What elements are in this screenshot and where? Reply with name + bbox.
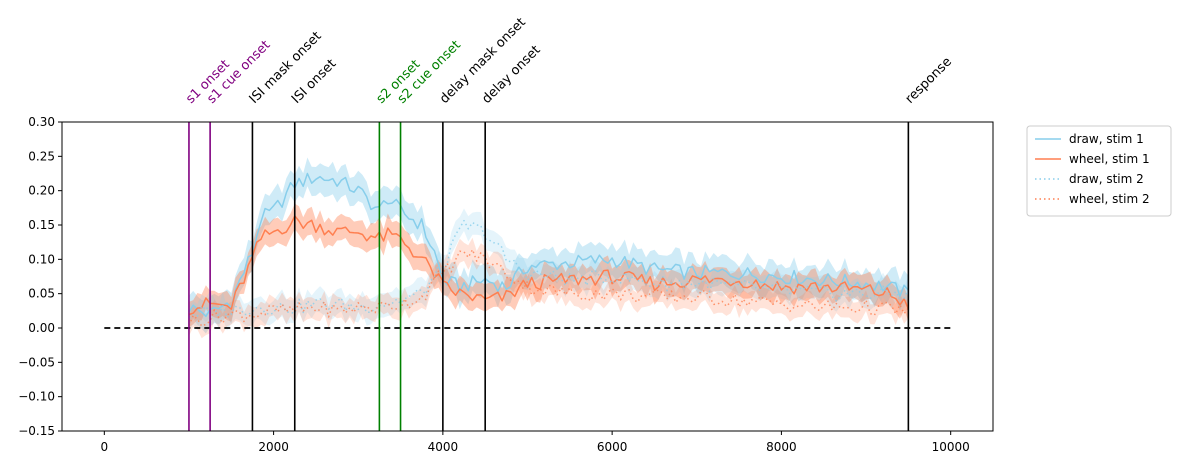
event-label: response xyxy=(903,54,955,106)
x-tick-label: 0 xyxy=(100,440,108,454)
x-tick-label: 10000 xyxy=(932,440,970,454)
event-label: ISI mask onset xyxy=(247,29,325,107)
y-tick-label: 0.30 xyxy=(28,115,55,129)
legend-label: wheel, stim 1 xyxy=(1069,152,1150,166)
y-tick-label: 0.00 xyxy=(28,321,55,335)
y-tick-label: 0.10 xyxy=(28,252,55,266)
x-tick-label: 8000 xyxy=(766,440,797,454)
y-tick-label: 0.25 xyxy=(28,149,55,163)
confidence-band xyxy=(189,208,909,331)
series-line xyxy=(188,172,909,318)
y-axis: −0.15 −0.10 −0.05 0.00 0.05 0.10 0.15 0.20 0.25 0… xyxy=(18,115,62,438)
y-tick-label: 0.20 xyxy=(28,184,55,198)
plot-frame xyxy=(61,121,994,432)
x-tick-label: 6000 xyxy=(597,440,628,454)
legend: draw, stim 1 wheel, stim 1 draw, stim 2 whe… xyxy=(1026,125,1172,217)
y-tick-label: −0.10 xyxy=(18,390,55,404)
series-lines xyxy=(188,172,910,327)
y-tick-label: −0.05 xyxy=(18,355,55,369)
y-tick-label: −0.15 xyxy=(18,424,55,438)
y-tick-label: 0.15 xyxy=(28,218,55,232)
legend-label: wheel, stim 2 xyxy=(1069,192,1150,206)
legend-label: draw, stim 1 xyxy=(1069,132,1144,146)
legend-box xyxy=(1026,125,1172,217)
series-line xyxy=(188,215,910,316)
legend-label: draw, stim 2 xyxy=(1069,172,1144,186)
confidence-band xyxy=(189,237,909,339)
x-tick-label: 4000 xyxy=(428,440,459,454)
x-axis: 0 2000 4000 6000 8000 10000 xyxy=(100,431,970,454)
y-tick-label: 0.05 xyxy=(28,287,55,301)
x-tick-label: 2000 xyxy=(258,440,289,454)
confidence-band xyxy=(189,203,909,328)
